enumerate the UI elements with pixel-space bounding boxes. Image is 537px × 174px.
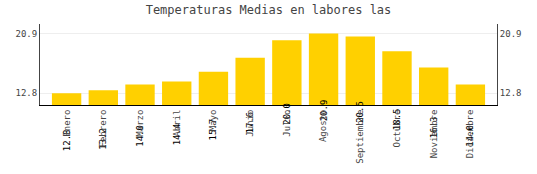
svg-text:Noviembre: Noviembre [429, 110, 439, 159]
svg-text:Julio: Julio [282, 110, 292, 137]
svg-text:Mayo: Mayo [208, 110, 218, 132]
svg-text:20.9: 20.9 [16, 29, 38, 39]
svg-text:Febrero: Febrero [98, 110, 108, 148]
svg-text:16.3: 16.3 [429, 117, 439, 139]
svg-text:Junio: Junio [245, 110, 255, 137]
svg-text:15.7: 15.7 [208, 119, 218, 141]
svg-text:20.9: 20.9 [319, 100, 329, 122]
svg-text:20.9: 20.9 [500, 29, 522, 39]
svg-text:13.2: 13.2 [98, 128, 108, 150]
svg-text:Diciembre: Diciembre [465, 110, 475, 159]
svg-text:12.8: 12.8 [16, 88, 38, 98]
svg-text:18.5: 18.5 [392, 109, 402, 131]
svg-text:12.8: 12.8 [62, 130, 72, 152]
svg-text:Agosto: Agosto [318, 110, 328, 143]
svg-text:Abril: Abril [172, 110, 182, 137]
svg-text:17.6: 17.6 [245, 112, 255, 134]
svg-text:Octubre: Octubre [392, 110, 402, 148]
svg-text:Septiembre: Septiembre [355, 110, 365, 164]
svg-text:14.0: 14.0 [465, 125, 475, 147]
svg-text:20.0: 20.0 [282, 103, 292, 125]
svg-text:Temperaturas Medias en labores: Temperaturas Medias en labores las [146, 3, 392, 17]
svg-text:Marzo: Marzo [135, 110, 145, 137]
svg-text:14.4: 14.4 [172, 124, 182, 146]
svg-text:14.0: 14.0 [135, 125, 145, 147]
svg-text:12.8: 12.8 [500, 88, 522, 98]
svg-text:Enero: Enero [62, 110, 72, 137]
svg-text:20.5: 20.5 [355, 101, 365, 123]
